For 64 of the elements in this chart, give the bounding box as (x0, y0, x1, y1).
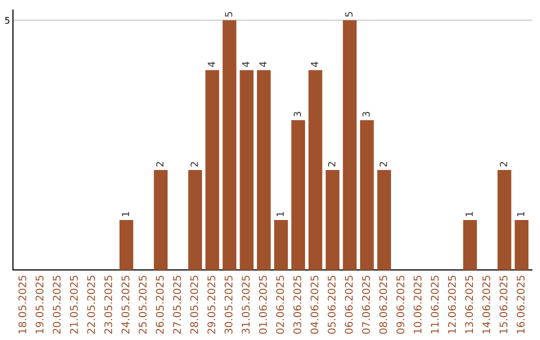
bar (154, 170, 168, 270)
bar (119, 220, 134, 270)
x-tick-label: 30.05.2025 (224, 276, 232, 334)
data-label: 2 (380, 162, 387, 167)
x-tick-label: 13.06.2025 (465, 276, 474, 334)
bar (360, 120, 374, 270)
x-tick-label: 16.06.2025 (516, 276, 525, 334)
data-label: 3 (362, 112, 370, 117)
data-label: 3 (294, 112, 302, 117)
x-tick-label: 04.06.2025 (310, 276, 318, 334)
x-tick-label: 19.05.2025 (36, 276, 44, 334)
x-tick-label: 12.06.2025 (448, 276, 456, 334)
bar (240, 70, 254, 270)
bar (274, 220, 288, 270)
data-label: 4 (208, 62, 215, 67)
data-label: 2 (500, 162, 508, 167)
x-tick-label: 08.06.2025 (379, 276, 388, 334)
data-label: 1 (517, 212, 524, 216)
x-tick-label: 10.06.2025 (414, 276, 422, 334)
data-label: 5 (225, 12, 232, 17)
data-label: 1 (466, 212, 473, 216)
x-tick-label: 26.05.2025 (156, 276, 164, 334)
bar (256, 70, 271, 270)
x-tick-label: 31.05.2025 (242, 276, 250, 334)
x-tick-label: 14.06.2025 (482, 276, 490, 334)
bar (188, 170, 202, 270)
data-label: 1 (122, 212, 130, 216)
x-tick-label: 28.05.2025 (190, 276, 198, 334)
x-tick-label: 05.06.2025 (328, 276, 336, 334)
data-label: 5 (345, 12, 353, 17)
bar (291, 120, 306, 270)
x-tick-label: 11.06.2025 (430, 276, 439, 334)
x-tick-label: 06.06.2025 (344, 276, 353, 334)
x-tick-label: 09.06.2025 (396, 276, 404, 334)
x-tick-label: 15.06.2025 (500, 276, 508, 334)
bar (514, 220, 528, 270)
x-tick-label: 23.05.2025 (104, 276, 112, 334)
data-label: 2 (190, 162, 198, 167)
x-tick-label: 02.06.2025 (276, 276, 284, 334)
x-tick-label: 03.06.2025 (293, 276, 302, 334)
data-label: 4 (310, 62, 318, 67)
bar (498, 170, 512, 270)
data-label: 2 (156, 162, 164, 167)
x-tick-label: 29.05.2025 (207, 276, 216, 334)
x-tick-label: 20.05.2025 (52, 276, 61, 334)
data-label: 4 (242, 62, 250, 67)
bar (308, 70, 322, 270)
data-label: 2 (328, 162, 336, 167)
bar (377, 170, 391, 270)
x-tick-label: 18.05.2025 (18, 276, 26, 334)
bar (326, 170, 340, 270)
x-tick-label: 22.05.2025 (87, 276, 96, 334)
data-label: 4 (259, 62, 267, 67)
x-tick-label: 01.06.2025 (258, 276, 267, 334)
x-tick-label: 25.05.2025 (138, 276, 147, 334)
bar (342, 20, 357, 270)
data-label: 1 (276, 212, 284, 216)
x-tick-label: 24.05.2025 (122, 276, 130, 334)
x-tick-label: 27.05.2025 (173, 276, 181, 334)
bar (222, 20, 236, 270)
bar (463, 220, 477, 270)
x-tick-label: 07.06.2025 (362, 276, 370, 334)
x-tick-label: 21.05.2025 (70, 276, 78, 334)
bar (205, 70, 220, 270)
